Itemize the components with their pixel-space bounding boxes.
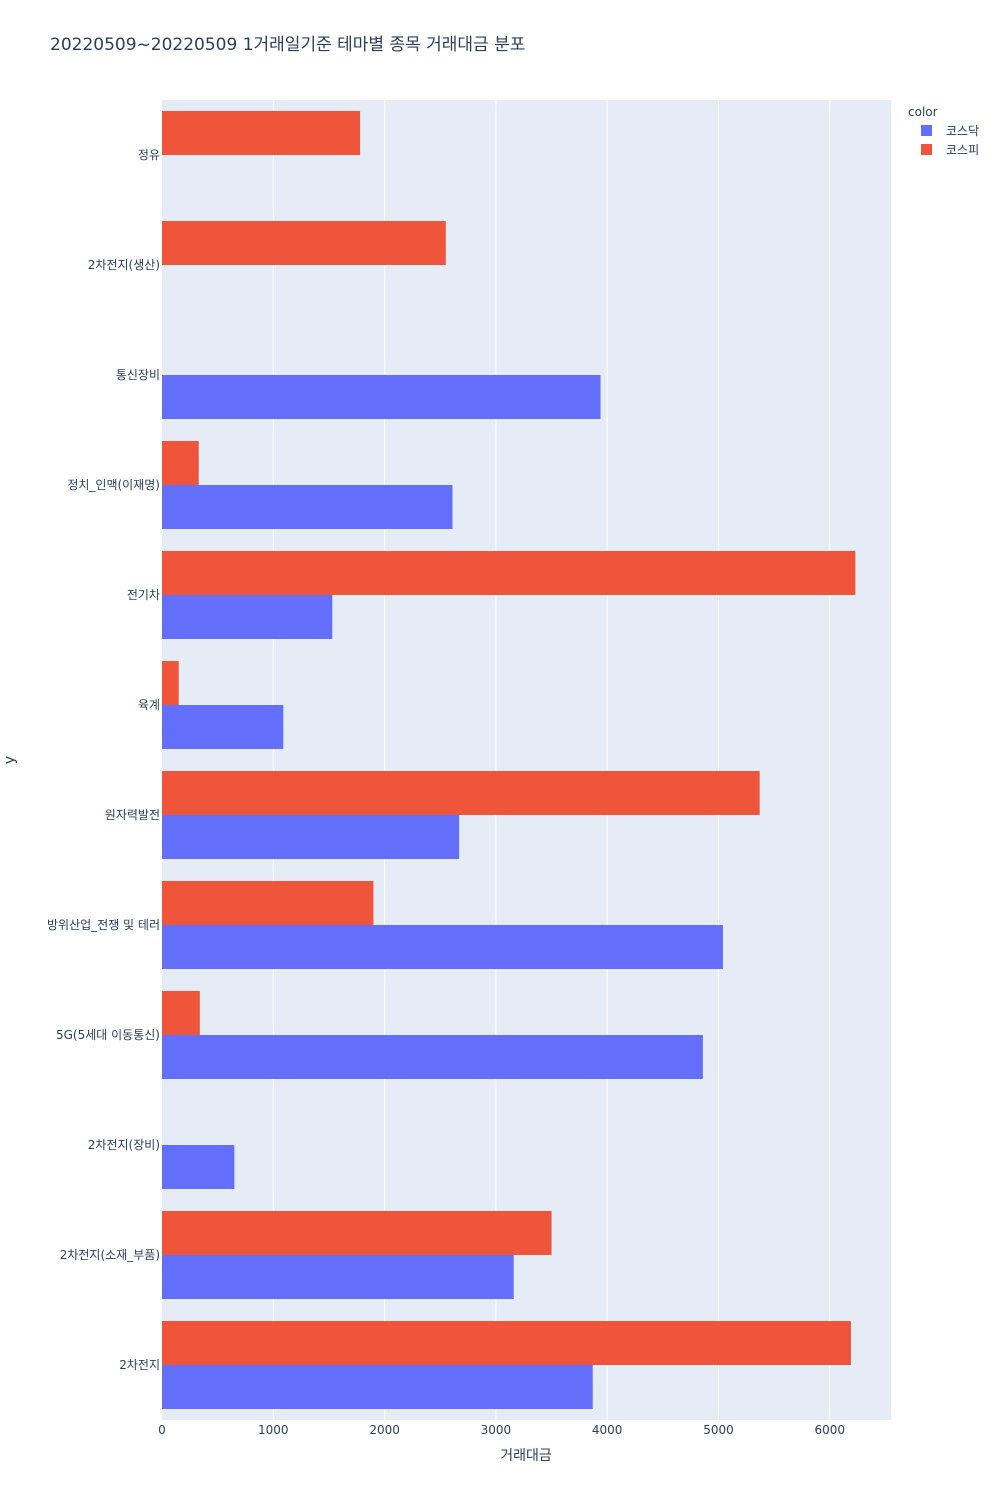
y-tick-label: 2차전지(장비) (88, 1138, 160, 1152)
legend-swatch[interactable] (921, 125, 932, 136)
x-tick-label: 2000 (369, 1423, 400, 1437)
y-axis-title: y (2, 756, 18, 764)
bar-kosdaq[interactable] (162, 1145, 235, 1189)
x-axis-ticks: 0 1000 2000 3000 4000 5000 6000 (158, 1423, 845, 1437)
bar-kospi[interactable] (162, 221, 446, 265)
bars (162, 111, 856, 1409)
bar-kosdaq[interactable] (162, 375, 601, 419)
bar-kospi[interactable] (162, 441, 199, 485)
y-tick-label: 5G(5세대 이동통신) (56, 1028, 160, 1042)
bar-kospi[interactable] (162, 551, 856, 595)
legend-title: color (908, 105, 938, 119)
x-axis-title: 거래대금 (500, 1448, 552, 1464)
y-tick-label: 방위산업_전쟁 및 테러 (47, 918, 160, 932)
bar-kosdaq[interactable] (162, 815, 460, 859)
y-tick-label: 정치_인맥(이재명) (67, 478, 160, 492)
bar-kosdaq[interactable] (162, 1255, 514, 1299)
bar-kospi[interactable] (162, 661, 179, 705)
legend-item-label[interactable]: 코스피 (946, 143, 979, 157)
y-tick-label: 2차전지 (119, 1358, 160, 1372)
bar-kosdaq[interactable] (162, 1035, 703, 1079)
y-axis-ticks: 2차전지 2차전지(소재_부품) 2차전지(장비) 5G(5세대 이동통신) 방위산업_… (47, 148, 160, 1372)
gridlines (272, 100, 831, 1420)
bar-kosdaq[interactable] (162, 705, 284, 749)
legend-swatch[interactable] (921, 144, 932, 155)
bar-kospi[interactable] (162, 1211, 552, 1255)
y-tick-label: 원자력발전 (105, 808, 160, 822)
y-tick-label: 육계 (138, 698, 160, 712)
y-tick-label: 정유 (138, 148, 160, 162)
x-tick-label: 3000 (481, 1423, 512, 1437)
y-tick-label: 전기차 (127, 588, 160, 602)
bar-kosdaq[interactable] (162, 485, 453, 529)
y-tick-label: 통신장비 (116, 368, 160, 382)
bar-kospi[interactable] (162, 111, 361, 155)
bar-kospi[interactable] (162, 991, 200, 1035)
plot-area (162, 100, 891, 1420)
x-tick-label: 5000 (703, 1423, 734, 1437)
bar-kosdaq[interactable] (162, 1365, 593, 1409)
x-tick-label: 0 (158, 1423, 166, 1437)
y-tick-label: 2차전지(생산) (88, 258, 160, 272)
x-tick-label: 1000 (258, 1423, 289, 1437)
bar-kospi[interactable] (162, 1321, 851, 1365)
y-tick-label: 2차전지(소재_부품) (60, 1248, 160, 1262)
bar-kospi[interactable] (162, 771, 760, 815)
chart-title: 20220509~20220509 1거래일기준 테마별 종목 거래대금 분포 (50, 35, 525, 55)
bar-kospi[interactable] (162, 881, 374, 925)
legend-item-label[interactable]: 코스닥 (946, 124, 979, 138)
bar-kosdaq[interactable] (162, 595, 333, 639)
x-tick-label: 6000 (815, 1423, 846, 1437)
x-tick-label: 4000 (592, 1423, 623, 1437)
bar-kosdaq[interactable] (162, 925, 723, 969)
